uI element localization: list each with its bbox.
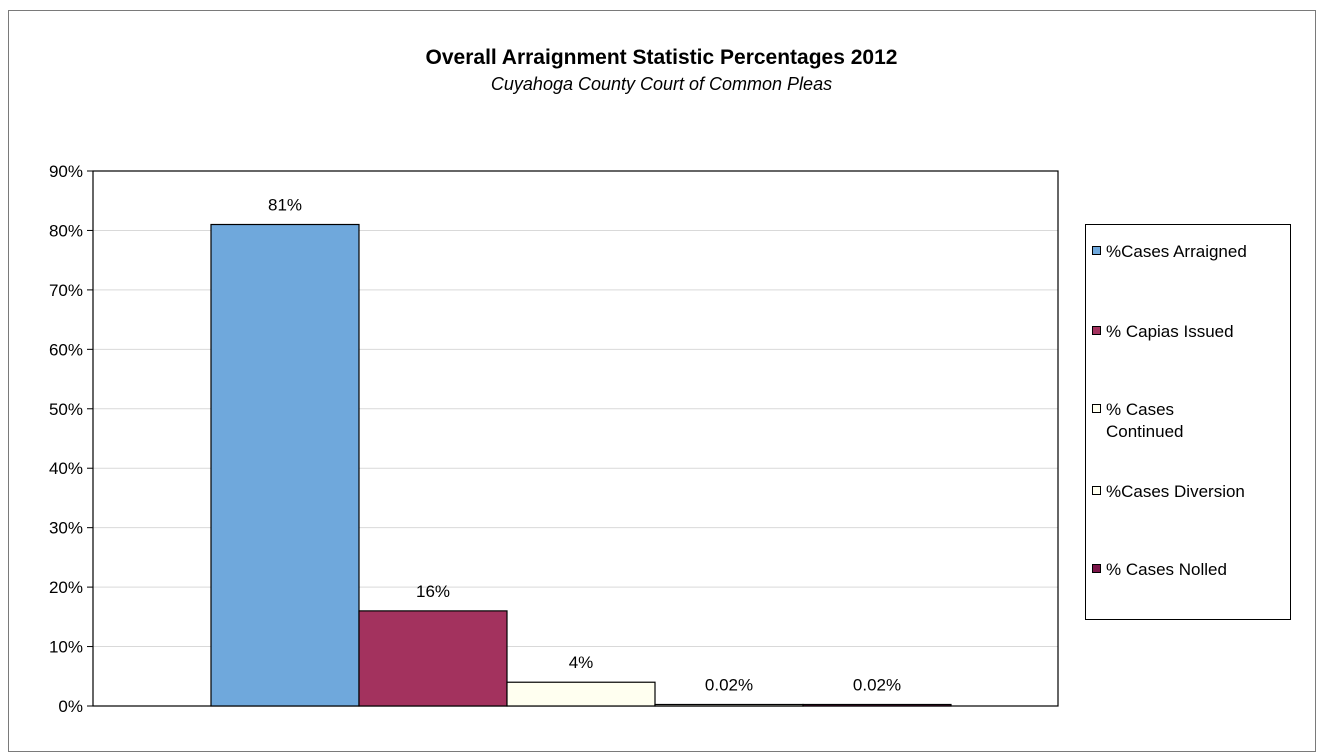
legend-swatch	[1092, 404, 1101, 413]
legend-swatch	[1092, 486, 1101, 495]
legend-label: %Cases Arraigned	[1106, 242, 1247, 261]
legend-item: % Cases Nolled	[1086, 559, 1292, 581]
data-label: 0.02%	[853, 676, 901, 695]
legend-item: %Cases Diversion	[1086, 481, 1292, 503]
bar	[802, 703, 952, 707]
y-tick-label: 50%	[49, 400, 83, 419]
legend-swatch	[1092, 246, 1101, 255]
bar	[654, 703, 804, 707]
y-tick-label: 20%	[49, 578, 83, 597]
legend-label: % Cases Continued	[1106, 400, 1184, 441]
legend-label: % Capias Issued	[1106, 322, 1234, 341]
bar	[506, 681, 656, 707]
legend-item: % Cases Continued	[1086, 399, 1292, 443]
data-label: 16%	[416, 582, 450, 601]
y-tick-label: 80%	[49, 221, 83, 240]
legend-swatch	[1092, 326, 1101, 335]
chart-title: Overall Arraignment Statistic Percentage…	[425, 46, 898, 69]
chart-frame	[8, 10, 1316, 752]
chart-legend: %Cases Arraigned % Capias Issued % Cases C…	[1085, 224, 1291, 620]
data-label: 81%	[268, 196, 302, 215]
chart-subtitle: Cuyahoga County Court of Common Pleas	[490, 74, 833, 94]
legend-label: % Cases Nolled	[1106, 560, 1227, 579]
legend-item: % Capias Issued	[1086, 321, 1292, 343]
y-tick-label: 60%	[49, 340, 83, 359]
legend-item: %Cases Arraigned	[1086, 241, 1292, 263]
legend-label: %Cases Diversion	[1106, 482, 1245, 501]
y-tick-label: 70%	[49, 281, 83, 300]
y-tick-label: 0%	[58, 697, 83, 716]
bar	[210, 223, 360, 707]
y-tick-label: 10%	[49, 638, 83, 657]
data-label: 4%	[569, 653, 594, 672]
bar	[358, 610, 508, 707]
legend-swatch	[1092, 564, 1101, 573]
y-tick-label: 30%	[49, 519, 83, 538]
data-label: 0.02%	[705, 676, 753, 695]
y-tick-label: 40%	[49, 459, 83, 478]
y-tick-label: 90%	[49, 162, 83, 181]
